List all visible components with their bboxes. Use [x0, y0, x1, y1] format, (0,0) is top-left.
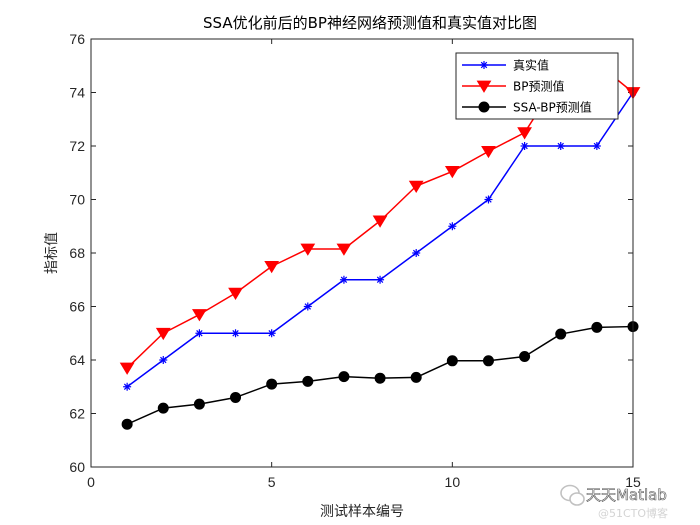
data-point	[123, 382, 132, 391]
data-point	[155, 327, 171, 341]
y-tick-label: 66	[69, 299, 85, 315]
y-tick-label: 76	[69, 31, 85, 47]
data-point	[376, 275, 385, 284]
legend-label: 真实值	[513, 58, 549, 73]
data-point	[231, 329, 240, 338]
x-tick-label: 10	[445, 474, 461, 490]
legend-marker	[478, 101, 490, 113]
watermark-sub: @51CTO博客	[598, 506, 668, 520]
data-point	[300, 243, 316, 256]
asterisk-stroke	[160, 356, 167, 364]
y-tick-label: 64	[69, 352, 85, 368]
data-point	[193, 398, 205, 410]
asterisk-stroke	[123, 383, 131, 390]
data-point	[195, 329, 204, 338]
asterisk-stroke	[340, 276, 348, 283]
asterisk-stroke	[268, 330, 275, 337]
asterisk-stroke	[412, 249, 420, 257]
data-point	[410, 371, 422, 383]
asterisk-stroke	[449, 223, 456, 230]
data-point	[336, 243, 352, 256]
data-point	[591, 321, 603, 333]
data-point	[555, 328, 567, 340]
legend-entry: 真实值	[462, 58, 549, 73]
y-axis-label: 指标值	[44, 232, 60, 274]
data-point	[372, 215, 388, 228]
x-axis-label: 测试样本编号	[320, 504, 404, 520]
series-3	[121, 321, 639, 430]
asterisk-stroke	[521, 142, 528, 150]
x-tick-label: 15	[625, 474, 641, 490]
legend-entry: SSA-BP预测值	[462, 100, 592, 115]
data-point	[121, 418, 133, 430]
axes-box	[90, 38, 634, 468]
watermark-main: 天天Matlab	[586, 486, 667, 504]
y-tick-label: 62	[69, 406, 85, 422]
data-point	[448, 222, 457, 231]
x-tick-label: 0	[87, 474, 95, 490]
asterisk-stroke	[557, 142, 564, 150]
data-point	[264, 261, 280, 274]
asterisk-stroke	[480, 61, 488, 69]
data-point	[302, 375, 314, 387]
wechat-icon	[560, 484, 585, 506]
legend-entry: BP预测值	[462, 79, 564, 94]
data-point	[517, 127, 532, 140]
data-point	[481, 145, 496, 159]
data-point	[192, 309, 207, 322]
data-point	[412, 249, 421, 257]
data-point	[119, 362, 135, 375]
data-point	[519, 351, 531, 363]
legend-label: SSA-BP预测值	[513, 100, 592, 115]
series-1	[123, 88, 637, 391]
y-tick-label: 74	[69, 85, 85, 101]
data-point	[266, 378, 278, 390]
legend: 真实值 BP预测值 SSA-BP预测值	[455, 52, 619, 120]
data-point	[446, 355, 458, 367]
watermark: 天天Matlab @51CTO博客	[560, 484, 668, 520]
y-tick-label: 60	[69, 459, 85, 475]
legend-marker	[476, 80, 492, 93]
chart-title: SSA优化前后的BP神经网络预测值和真实值对比图	[203, 14, 537, 32]
y-tick-label: 72	[69, 138, 85, 154]
data-point	[408, 180, 424, 193]
data-point	[444, 166, 460, 179]
x-tick-label: 5	[268, 474, 276, 490]
asterisk-stroke	[485, 196, 492, 203]
data-point	[228, 287, 243, 300]
asterisk-stroke	[196, 330, 203, 337]
data-point	[520, 142, 529, 150]
data-point	[157, 402, 169, 414]
data-point	[374, 372, 386, 384]
data-point	[484, 195, 493, 204]
asterisk-stroke	[593, 142, 601, 150]
data-point	[267, 329, 276, 338]
legend-label: BP预测值	[513, 79, 564, 94]
data-point	[556, 142, 565, 150]
legend-marker	[480, 61, 488, 69]
data-point	[303, 302, 312, 311]
data-point	[482, 355, 494, 367]
data-point	[230, 391, 242, 403]
y-tick-label: 70	[69, 192, 85, 208]
y-tick-label: 68	[69, 245, 85, 261]
asterisk-stroke	[232, 330, 239, 337]
data-point	[338, 371, 350, 383]
asterisk-stroke	[304, 303, 312, 310]
data-point	[339, 275, 348, 284]
data-point	[159, 356, 168, 364]
asterisk-stroke	[376, 276, 384, 283]
data-point	[592, 142, 601, 150]
